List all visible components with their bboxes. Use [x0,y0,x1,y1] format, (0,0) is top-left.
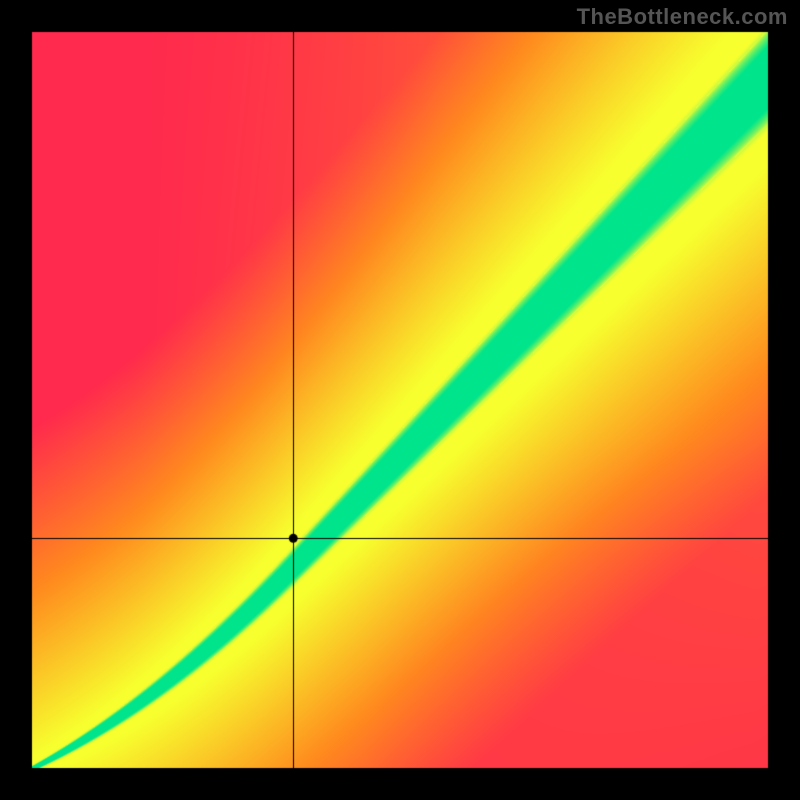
attribution-text: TheBottleneck.com [577,4,788,30]
chart-container: TheBottleneck.com [0,0,800,800]
heatmap-canvas [0,0,800,800]
